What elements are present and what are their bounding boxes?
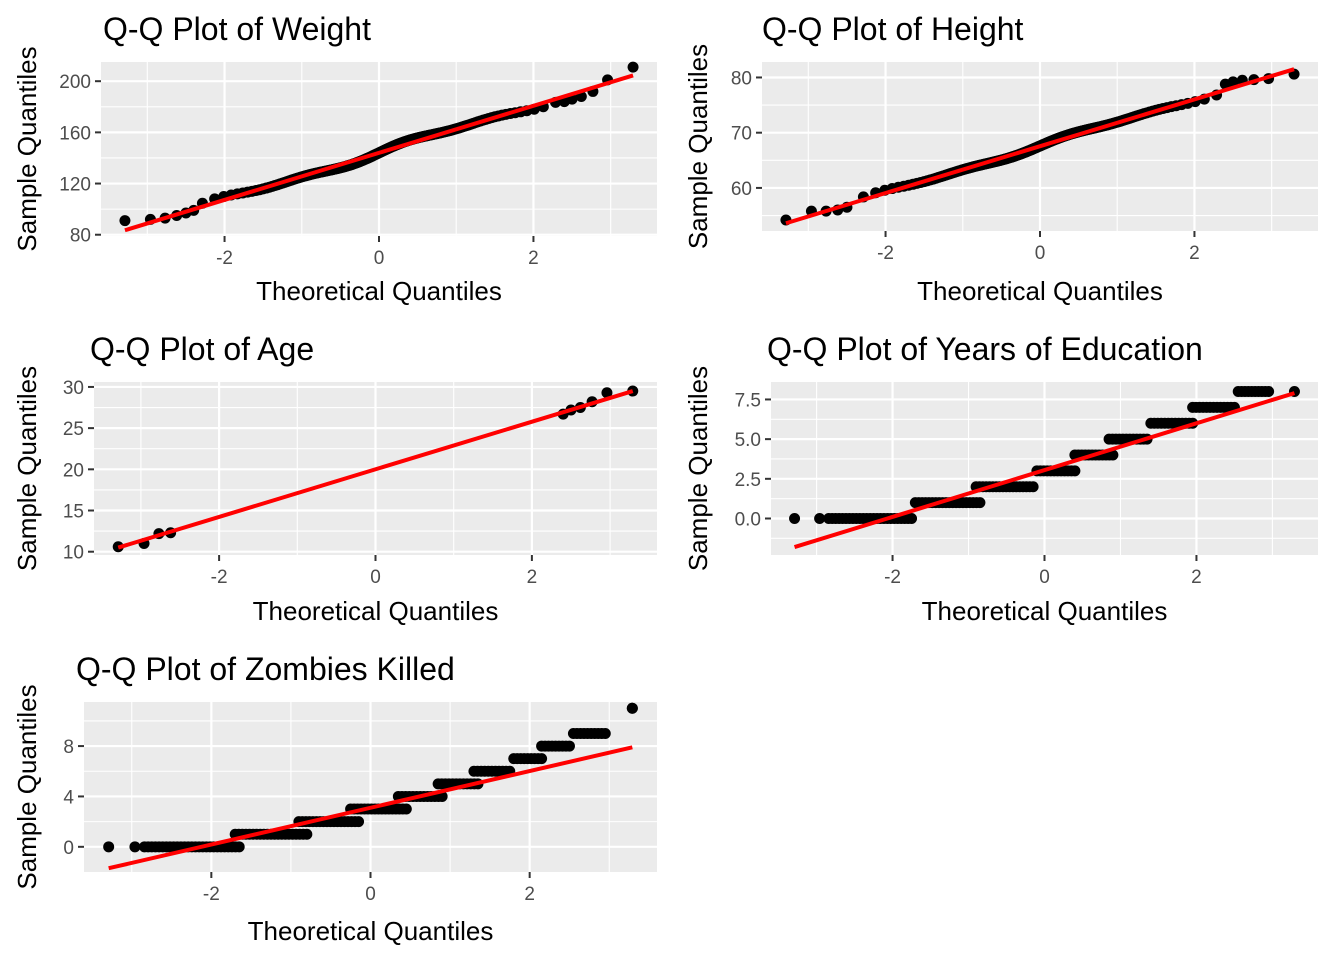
- y-tick-label: 80: [731, 68, 752, 89]
- plot-title: Q-Q Plot of Years of Education: [767, 331, 1203, 367]
- qq-panel-4: -2 0 2 0.0 2.5 5.0 7.5 Q-Q Plot of Years of Edu…: [683, 331, 1318, 626]
- y-tick-label: 120: [59, 175, 91, 196]
- reference-line: [793, 391, 1296, 549]
- data-points: [103, 702, 638, 853]
- plot-title: Q-Q Plot of Weight: [103, 11, 371, 47]
- qq-panel-5: -2 0 2 0 4 8 Q-Q Plot of Zombies Killed Theoret…: [12, 651, 657, 946]
- x-tick-label: 0: [374, 248, 385, 269]
- x-axis-title: Theoretical Quantiles: [922, 596, 1168, 626]
- data-point: [789, 512, 801, 524]
- x-tick-label: 2: [524, 884, 535, 905]
- y-tick-label: 10: [63, 543, 84, 564]
- y-tick-label: 7.5: [735, 390, 761, 411]
- x-tick-label: 2: [527, 567, 538, 588]
- data-point: [627, 61, 639, 73]
- y-tick-label: 160: [59, 123, 91, 144]
- y-tick-label: 5.0: [735, 430, 761, 451]
- data-point: [814, 512, 826, 524]
- data-point: [1227, 76, 1239, 88]
- data-point: [233, 841, 245, 853]
- data-point: [906, 512, 918, 524]
- data-point: [400, 803, 412, 815]
- data-point: [119, 215, 131, 227]
- data-point: [601, 387, 613, 399]
- data-point: [1263, 386, 1275, 398]
- qq-panel-2: -2 0 2 60 70 80 Q-Q Plot of Height Theoretical …: [683, 11, 1318, 306]
- reference-line: [117, 389, 634, 550]
- y-tick-label: 2.5: [735, 470, 761, 491]
- data-point: [626, 702, 638, 714]
- data-point: [599, 727, 611, 739]
- y-tick-label: 25: [63, 419, 84, 440]
- x-tick-label: -2: [216, 248, 233, 269]
- data-point: [1027, 481, 1039, 493]
- x-axis-title: Theoretical Quantiles: [917, 276, 1163, 306]
- reference-line: [785, 67, 1295, 226]
- y-axis-title: Sample Quantiles: [12, 366, 42, 571]
- plot-title: Q-Q Plot of Height: [762, 11, 1024, 47]
- data-point: [129, 841, 141, 853]
- y-axis-title: Sample Quantiles: [12, 684, 42, 889]
- y-axis-title: Sample Quantiles: [683, 44, 713, 249]
- x-tick-label: -2: [877, 243, 894, 264]
- x-tick-label: 0: [370, 567, 381, 588]
- x-tick-label: 2: [1191, 567, 1202, 588]
- data-point: [974, 497, 986, 509]
- y-tick-label: 4: [63, 787, 74, 808]
- qq-panel-1: -2 0 2 80 120 160 200 Q-Q Plot of Weight Theoret…: [12, 11, 657, 306]
- y-tick-label: 80: [70, 226, 91, 247]
- data-point: [563, 740, 575, 752]
- x-tick-label: -2: [211, 567, 228, 588]
- x-axis-title: Theoretical Quantiles: [248, 916, 494, 946]
- x-axis-title: Theoretical Quantiles: [253, 596, 499, 626]
- x-tick-label: 0: [365, 884, 376, 905]
- x-tick-label: 2: [528, 248, 539, 269]
- x-tick-label: -2: [884, 567, 901, 588]
- y-tick-label: 8: [63, 737, 74, 758]
- data-point: [536, 753, 548, 765]
- x-tick-label: -2: [203, 884, 220, 905]
- y-axis-title: Sample Quantiles: [683, 366, 713, 571]
- reference-line: [108, 745, 633, 871]
- qq-panel-3: -2 0 2 10 15 20 25 30 Q-Q Plot of Age Theoretical…: [12, 331, 657, 626]
- x-tick-label: 2: [1189, 243, 1200, 264]
- y-tick-label: 15: [63, 502, 84, 523]
- reference-line: [124, 73, 634, 233]
- data-point: [103, 841, 115, 853]
- y-tick-label: 70: [731, 124, 752, 145]
- data-point: [353, 816, 365, 828]
- y-tick-label: 20: [63, 460, 84, 481]
- x-axis-title: Theoretical Quantiles: [256, 276, 502, 306]
- x-tick-label: 0: [1039, 567, 1050, 588]
- y-tick-label: 0.0: [735, 509, 761, 530]
- data-point: [1069, 465, 1081, 477]
- y-tick-label: 30: [63, 378, 84, 399]
- y-axis-title: Sample Quantiles: [12, 46, 42, 251]
- y-tick-label: 200: [59, 72, 91, 93]
- y-tick-label: 60: [731, 179, 752, 200]
- y-tick-label: 0: [63, 838, 74, 859]
- data-point: [1107, 449, 1119, 461]
- plot-title: Q-Q Plot of Age: [90, 331, 314, 367]
- x-tick-label: 0: [1035, 243, 1046, 264]
- plot-title: Q-Q Plot of Zombies Killed: [76, 651, 455, 687]
- data-point: [301, 828, 313, 840]
